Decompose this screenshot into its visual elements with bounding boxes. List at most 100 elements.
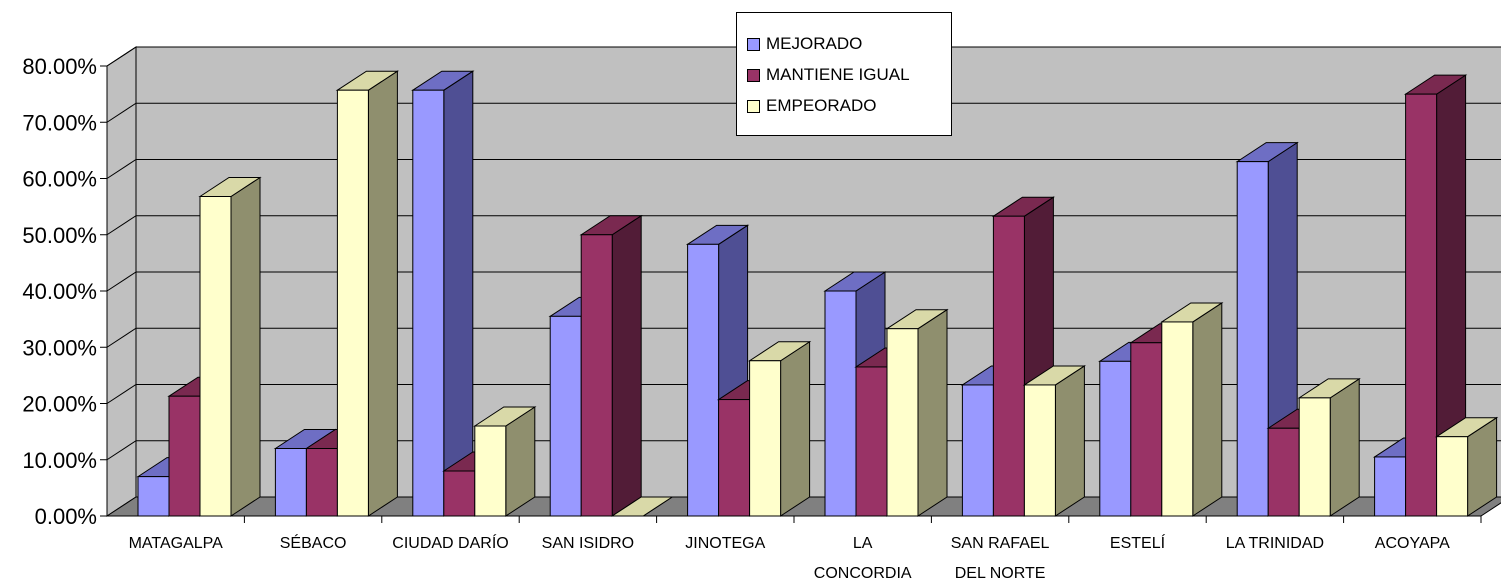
category-label-line: JINOTEGA — [685, 535, 765, 552]
bar-front — [1130, 342, 1163, 517]
legend-label-mantiene-igual: MANTIENE IGUAL — [766, 65, 910, 84]
gridline — [106, 102, 1501, 123]
legend-swatch-empeorado — [747, 99, 760, 113]
y-tick-label: 0.00% — [35, 504, 97, 529]
bar-front — [274, 448, 307, 517]
bar-sebaco-empeorado — [335, 70, 400, 517]
legend-item-mantiene-igual: MANTIENE IGUAL — [747, 64, 910, 86]
x-axis-category-labels: MATAGALPA SÉBACO CIUDAD DARÍO SAN ISIDRO JIN… — [129, 533, 1451, 582]
bar-la-concordia-empeorado — [885, 308, 949, 517]
bar-ciudad-dario-mejorado — [411, 70, 475, 517]
bar-front — [412, 89, 445, 517]
y-tick-label: 10.00% — [22, 448, 97, 473]
bar-san-rafael-del-norte-empeorado — [1022, 365, 1087, 517]
bar-acoyapa-mantiene-igual — [1403, 74, 1468, 517]
bar-front — [1023, 384, 1056, 517]
bar-front — [443, 470, 476, 517]
bar-front — [687, 243, 720, 517]
category-label-line: SAN ISIDRO — [542, 535, 634, 552]
legend-item-empeorado: EMPEORADO — [747, 95, 877, 117]
bar-front — [474, 425, 507, 517]
bar-side — [917, 308, 948, 517]
bar-front — [992, 215, 1025, 517]
category-label-line: CIUDAD DARÍO — [392, 533, 508, 552]
bar-front — [305, 448, 338, 517]
bar-esteli-empeorado — [1160, 302, 1224, 517]
bar-front — [1267, 427, 1300, 517]
bar-front — [1436, 436, 1469, 517]
category-label-line: ACOYAPA — [1375, 535, 1450, 552]
category-label-san-isidro: SAN ISIDRO — [542, 535, 634, 552]
bar-front — [749, 360, 782, 517]
y-tick-label: 60.00% — [22, 167, 97, 192]
y-axis-tick-labels: 0.00% 10.00% 20.00% 30.00% 40.00% 50.00% 60.00… — [22, 54, 97, 529]
category-label-la-concordia: LA CONCORDIA — [814, 535, 912, 582]
category-label-jinotega: JINOTEGA — [685, 535, 765, 552]
bar-side — [367, 70, 398, 517]
bar-front — [855, 366, 888, 517]
category-label-line: SÉBACO — [280, 533, 347, 552]
category-label-esteli: ESTELÍ — [1110, 533, 1166, 552]
category-label-line: MATAGALPA — [129, 535, 224, 552]
category-label-line: LA — [853, 535, 873, 552]
bar-front — [1099, 360, 1132, 517]
bar-san-isidro-empeorado — [610, 496, 674, 517]
bar-front — [549, 315, 582, 517]
bar-front — [961, 384, 994, 517]
y-tick-label: 70.00% — [22, 110, 97, 135]
y-tick-label: 40.00% — [22, 279, 97, 304]
bar-san-isidro-mantiene-igual — [579, 214, 643, 517]
bar-side — [1329, 377, 1360, 517]
category-label-san-rafael-del-norte: SAN RAFAEL DEL NORTE — [951, 535, 1050, 582]
bar-side — [443, 70, 474, 517]
bar-front — [1236, 161, 1269, 517]
bars — [136, 70, 1499, 517]
bar-front — [886, 328, 919, 517]
legend-label-mejorado: MEJORADO — [766, 34, 863, 53]
category-label-line: SAN RAFAEL — [951, 535, 1050, 552]
bar-ciudad-dario-empeorado — [473, 406, 537, 517]
category-label-line: DEL NORTE — [955, 565, 1046, 582]
bar-front — [137, 476, 170, 517]
bar-front — [168, 395, 201, 517]
legend: MEJORADO MANTIENE IGUAL EMPEORADO — [736, 12, 952, 136]
bar-jinotega-empeorado — [747, 340, 812, 517]
bar-front — [199, 196, 232, 517]
bar-front — [824, 290, 857, 517]
y-tick-label: 50.00% — [22, 223, 97, 248]
category-label-la-trinidad: LA TRINIDAD — [1226, 535, 1324, 552]
legend-swatch-mantiene-igual — [747, 68, 760, 82]
legend-swatch-mejorado — [747, 37, 760, 51]
gridline — [106, 46, 1501, 67]
bar-matagalpa-empeorado — [198, 176, 262, 517]
bar-acoyapa-empeorado — [1434, 416, 1499, 517]
bar-side — [1192, 302, 1223, 517]
bar-side — [780, 340, 811, 517]
bar-side — [230, 176, 261, 517]
y-tick-label: 20.00% — [22, 392, 97, 417]
gridline — [106, 159, 1501, 179]
category-label-line: ESTELÍ — [1110, 533, 1166, 552]
bar-front — [718, 399, 751, 517]
y-tick-label: 80.00% — [22, 54, 97, 79]
legend-label-empeorado: EMPEORADO — [766, 96, 877, 115]
bar-side — [1054, 365, 1085, 517]
category-label-matagalpa: MATAGALPA — [129, 535, 224, 552]
bar-side — [611, 214, 642, 517]
category-label-acoyapa: ACOYAPA — [1375, 535, 1450, 552]
category-label-sebaco: SÉBACO — [280, 533, 347, 552]
bar-la-trinidad-empeorado — [1297, 377, 1361, 517]
legend-item-mejorado: MEJORADO — [747, 33, 862, 55]
bar-front — [580, 234, 613, 517]
category-label-line: CONCORDIA — [814, 565, 912, 582]
bar-front — [1298, 397, 1331, 517]
y-tick-label: 30.00% — [22, 335, 97, 360]
bar-front — [1405, 93, 1438, 517]
bar-top — [610, 496, 674, 517]
bar-front — [1374, 456, 1407, 517]
bar-front — [1161, 321, 1194, 517]
category-label-ciudad-dario: CIUDAD DARÍO — [392, 533, 508, 552]
category-label-line: LA TRINIDAD — [1226, 535, 1324, 552]
bar-front — [336, 89, 369, 517]
